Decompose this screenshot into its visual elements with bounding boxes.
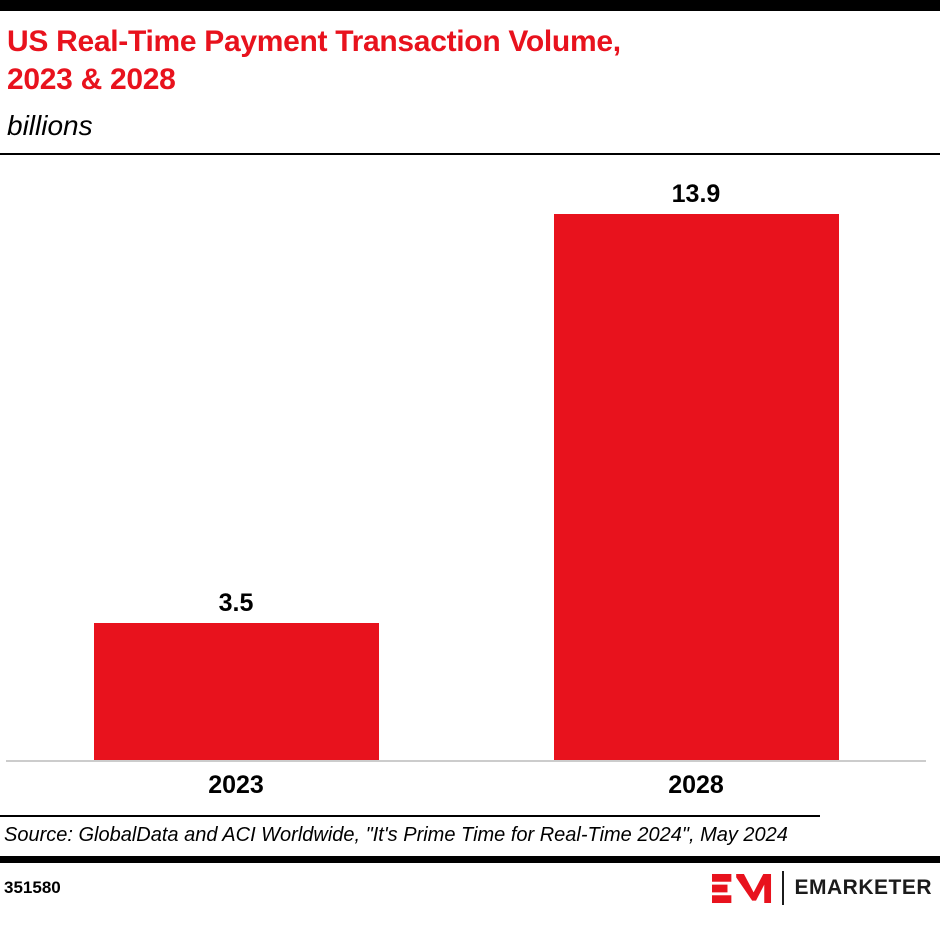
emarketer-logo: EMARKETER xyxy=(712,871,932,905)
value-label-2023: 3.5 xyxy=(218,588,254,617)
bar-chart: 3.5 13.9 xyxy=(6,155,926,760)
chart-subtitle: billions xyxy=(7,110,93,141)
top-accent-bar xyxy=(0,0,940,11)
logo-separator xyxy=(782,871,785,905)
logo-wordmark: EMARKETER xyxy=(794,876,932,899)
chart-header: US Real-Time Payment Transaction Volume,… xyxy=(0,11,940,155)
footer: 351580 EMARKETER xyxy=(0,863,940,913)
footer-divider xyxy=(0,856,940,863)
chart-title-line1: US Real-Time Payment Transaction Volume, xyxy=(7,25,621,58)
bar-group-2023: 3.5 xyxy=(6,588,466,760)
value-label-2028: 13.9 xyxy=(671,179,721,208)
chart-title-line2: 2023 & 2028 xyxy=(7,63,176,96)
x-axis-line xyxy=(6,760,926,762)
category-label-2028: 2028 xyxy=(668,771,724,799)
em-monogram-icon xyxy=(712,873,772,903)
source-text: Source: GlobalData and ACI Worldwide, "I… xyxy=(0,815,820,856)
x-axis-labels: 2023 2028 xyxy=(6,762,926,815)
bar-group-2028: 13.9 xyxy=(466,180,926,760)
bar-2028 xyxy=(553,213,839,760)
chart-id: 351580 xyxy=(4,878,61,897)
bar-2023 xyxy=(93,622,379,760)
chart-title: US Real-Time Payment Transaction Volume,… xyxy=(7,23,932,99)
category-label-2023: 2023 xyxy=(208,771,264,799)
